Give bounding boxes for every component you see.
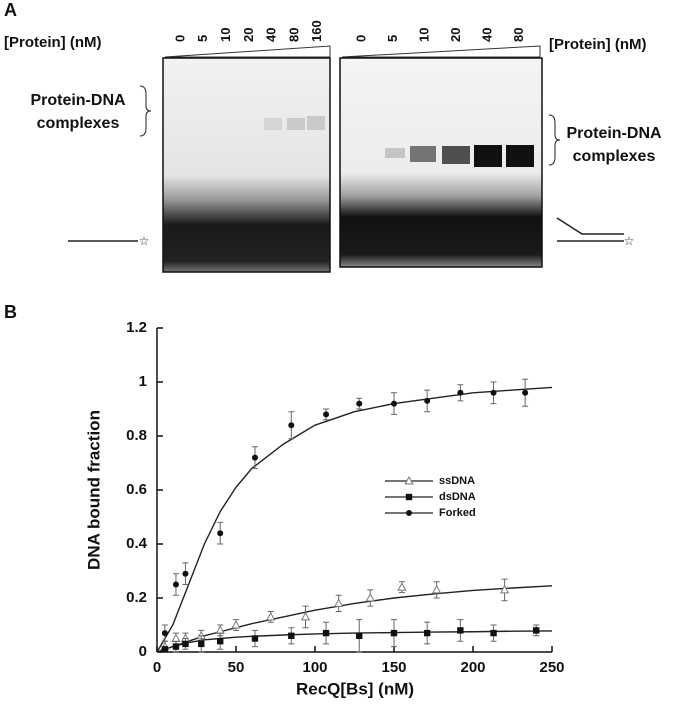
y-axis-label: DNA bound fraction <box>84 410 103 570</box>
marker <box>251 635 259 642</box>
y-tick-label: 0 <box>139 643 147 660</box>
legend-label: dsDNA <box>439 491 476 503</box>
marker <box>215 625 225 634</box>
complex-label: Protein-DNA <box>30 92 126 109</box>
fit-curve <box>156 585 553 653</box>
lane-label: 160 <box>309 20 324 42</box>
label-star: ☆ <box>139 234 150 248</box>
label-star: ☆ <box>624 234 635 248</box>
lane-label: 5 <box>385 35 400 42</box>
marker <box>161 630 168 637</box>
y-tick-label: 1.2 <box>126 319 147 336</box>
x-tick-label: 50 <box>228 659 245 676</box>
gel-band <box>442 146 470 164</box>
y-tick-label: 0.2 <box>126 589 147 606</box>
dna-strand <box>556 217 624 235</box>
marker <box>423 629 431 637</box>
lane-label: 0 <box>353 35 368 42</box>
marker <box>198 640 205 648</box>
marker <box>499 584 510 594</box>
lane-label: 5 <box>195 35 210 42</box>
gel <box>162 57 331 273</box>
legend-marker <box>404 475 414 485</box>
brace <box>548 114 561 166</box>
marker <box>288 422 295 429</box>
axis-label: [Protein] (nM) <box>4 34 101 51</box>
lane-label: 10 <box>416 28 431 42</box>
gel-band <box>410 146 436 162</box>
marker <box>172 581 179 588</box>
x-tick-label: 250 <box>539 659 564 676</box>
lane-label: 0 <box>172 35 187 42</box>
complex-label: complexes <box>573 148 656 165</box>
gel-band <box>385 148 405 158</box>
complex-label: complexes <box>37 115 120 132</box>
marker <box>390 629 398 637</box>
complex-label: Protein-DNA <box>566 125 662 142</box>
wedge <box>164 45 331 58</box>
gel-band <box>307 116 325 130</box>
axis-label: [Protein] (nM) <box>549 36 646 53</box>
marker <box>391 400 397 407</box>
marker <box>397 582 407 591</box>
lane-label: 20 <box>448 28 463 42</box>
marker <box>266 611 276 621</box>
marker <box>288 632 295 639</box>
marker <box>217 638 224 645</box>
marker <box>161 646 169 653</box>
legend-marker <box>406 510 412 516</box>
gel-band <box>264 118 282 130</box>
y-tick-label: 0.8 <box>126 427 147 444</box>
lane-label: 40 <box>479 28 494 42</box>
marker <box>533 627 540 634</box>
marker <box>365 592 375 602</box>
panel-label: A <box>4 0 17 20</box>
lane-label: 80 <box>511 28 526 42</box>
marker <box>182 570 189 577</box>
lane-label: 80 <box>286 28 301 42</box>
marker <box>432 584 442 594</box>
x-tick-label: 200 <box>460 659 485 676</box>
marker <box>356 632 363 639</box>
gel-band <box>287 118 305 130</box>
panel-label: B <box>4 302 17 322</box>
marker <box>300 611 311 621</box>
marker <box>457 389 464 396</box>
marker <box>217 530 224 537</box>
marker <box>522 389 529 396</box>
marker <box>334 598 344 607</box>
fit-curve <box>156 386 553 653</box>
lane-label: 20 <box>241 28 256 42</box>
x-axis-label: RecQ[Bs] (nM) <box>296 679 414 698</box>
marker <box>172 643 180 650</box>
x-tick-label: 0 <box>153 659 161 676</box>
marker <box>356 400 363 407</box>
marker <box>490 389 497 396</box>
lane-label: 40 <box>264 28 279 42</box>
marker <box>171 633 181 642</box>
marker <box>182 640 189 648</box>
marker <box>424 397 431 404</box>
legend-label: Forked <box>439 507 476 519</box>
x-tick-label: 100 <box>302 659 327 676</box>
brace <box>139 85 152 137</box>
wedge <box>341 45 541 58</box>
legend-label: ssDNA <box>439 475 475 487</box>
x-tick-label: 150 <box>381 659 406 676</box>
marker <box>490 629 497 637</box>
marker <box>251 454 258 461</box>
gel-band <box>474 145 502 167</box>
legend-marker <box>405 493 413 501</box>
marker <box>322 629 330 637</box>
y-tick-label: 1 <box>139 373 147 390</box>
y-tick-label: 0.6 <box>126 481 147 498</box>
gel-band <box>506 145 534 167</box>
y-tick-label: 0.4 <box>126 535 148 552</box>
marker <box>323 411 330 418</box>
marker <box>231 619 241 629</box>
marker <box>457 627 464 634</box>
lane-label: 10 <box>218 28 233 42</box>
